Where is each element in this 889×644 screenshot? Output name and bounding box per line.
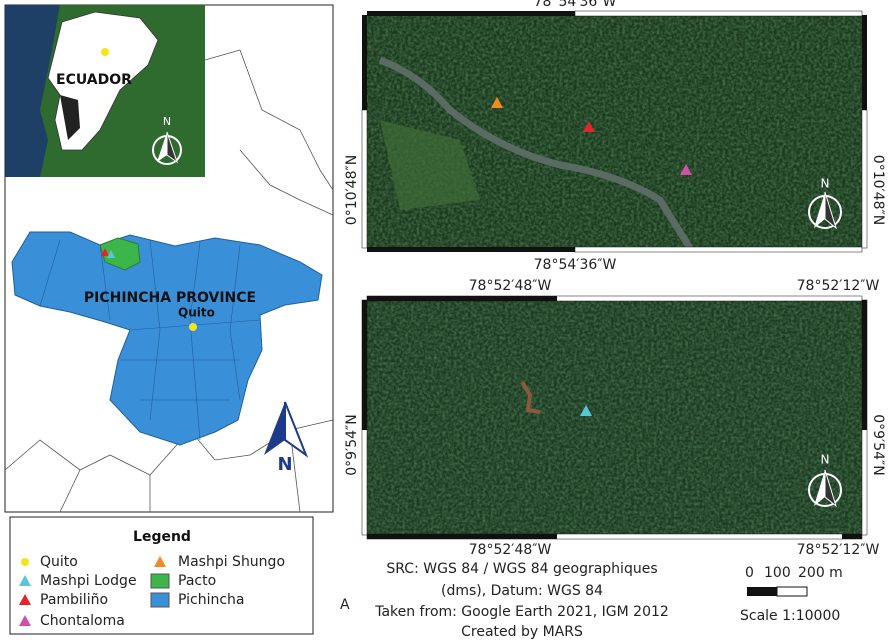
river: [378, 56, 693, 250]
pambilino-marker: [101, 248, 109, 256]
frame-bars: [361, 10, 868, 253]
legend-label: Chontaloma: [40, 613, 125, 629]
frame-bars: [361, 295, 868, 540]
north-label: N: [821, 453, 830, 467]
province-label: PICHINCHA PROVINCE: [84, 290, 256, 306]
scale-label: 200 m: [798, 565, 843, 581]
caption-line: SRC: WGS 84 / WGS 84 geographiques: [386, 561, 657, 577]
panel-label: A: [340, 597, 350, 613]
pambilino-marker: [583, 121, 595, 132]
scale-ratio: Scale 1:10000: [740, 608, 840, 624]
legend-label: Pichincha: [178, 592, 245, 608]
caption-line: Created by MARS: [461, 624, 583, 640]
mashpi-shungo-marker: [491, 97, 503, 108]
bottom-lon: 78°52′48″W: [469, 542, 552, 558]
trail: [520, 380, 541, 414]
north-arrow: N: [152, 115, 182, 165]
scale-bar: [747, 587, 777, 596]
mashpi-lodge-marker: [107, 250, 115, 258]
north-arrow: N: [808, 177, 842, 230]
caption-line: Taken from: Google Earth 2021, IGM 2012: [374, 604, 669, 620]
legend-items: Quito Mashpi Lodge Pambiliño Chontaloma Mash…: [19, 554, 285, 629]
inset-quito: [101, 48, 109, 56]
legend-label: Pambiliño: [40, 592, 108, 608]
boundaries: [4, 49, 334, 513]
legend-symbol: [150, 573, 170, 589]
satellite-texture: [367, 300, 862, 535]
left-lat: 0°10′48″N: [344, 155, 360, 225]
legend-label: Pacto: [178, 573, 216, 589]
satellite-texture: [367, 15, 862, 248]
top-lon: 78°52′12″W: [797, 278, 880, 294]
clearing: [380, 120, 480, 210]
mashpi-lodge-marker: [580, 405, 592, 416]
legend-symbol: [19, 594, 31, 605]
pichincha-shape: [11, 231, 323, 446]
quito-marker: [189, 323, 197, 331]
city-label: Quito: [178, 306, 215, 320]
bottom-lon: 78°54′36″W: [534, 257, 617, 273]
inset-pichincha: [60, 95, 80, 140]
right-lat: 0°10′48″N: [870, 155, 886, 225]
legend-label: Mashpi Shungo: [178, 554, 285, 570]
legend-symbol: [154, 556, 166, 567]
legend-symbol: [19, 615, 31, 626]
top-lon: 78°54′36″W: [534, 0, 617, 10]
legend-symbol: [19, 575, 31, 586]
legend-label: Mashpi Lodge: [40, 573, 137, 589]
north-label: N: [821, 177, 830, 191]
bottom-lon: 78°52′12″W: [797, 542, 880, 558]
legend-symbol: [21, 558, 29, 566]
scale-bar: [776, 586, 808, 597]
legend-symbol: [150, 592, 170, 608]
legend-title: Legend: [133, 529, 191, 545]
country-label: ECUADOR: [56, 72, 132, 88]
caption-line: (dms), Datum: WGS 84: [441, 583, 603, 599]
scale-label: 100: [764, 565, 791, 581]
cantons: [39, 239, 261, 441]
north-label: N: [163, 115, 171, 128]
north-arrow: N: [808, 453, 842, 508]
north-arrow: N: [264, 401, 309, 475]
right-lat: 0°9′54″N: [870, 414, 886, 476]
pacto-shape: [99, 237, 141, 271]
scale-label: 0: [745, 565, 754, 581]
top-lon: 78°52′48″W: [469, 278, 552, 294]
legend-label: Quito: [40, 554, 78, 570]
left-lat: 0°9′54″N: [344, 414, 360, 476]
chontaloma-marker: [680, 164, 692, 175]
north-label: N: [277, 454, 292, 475]
